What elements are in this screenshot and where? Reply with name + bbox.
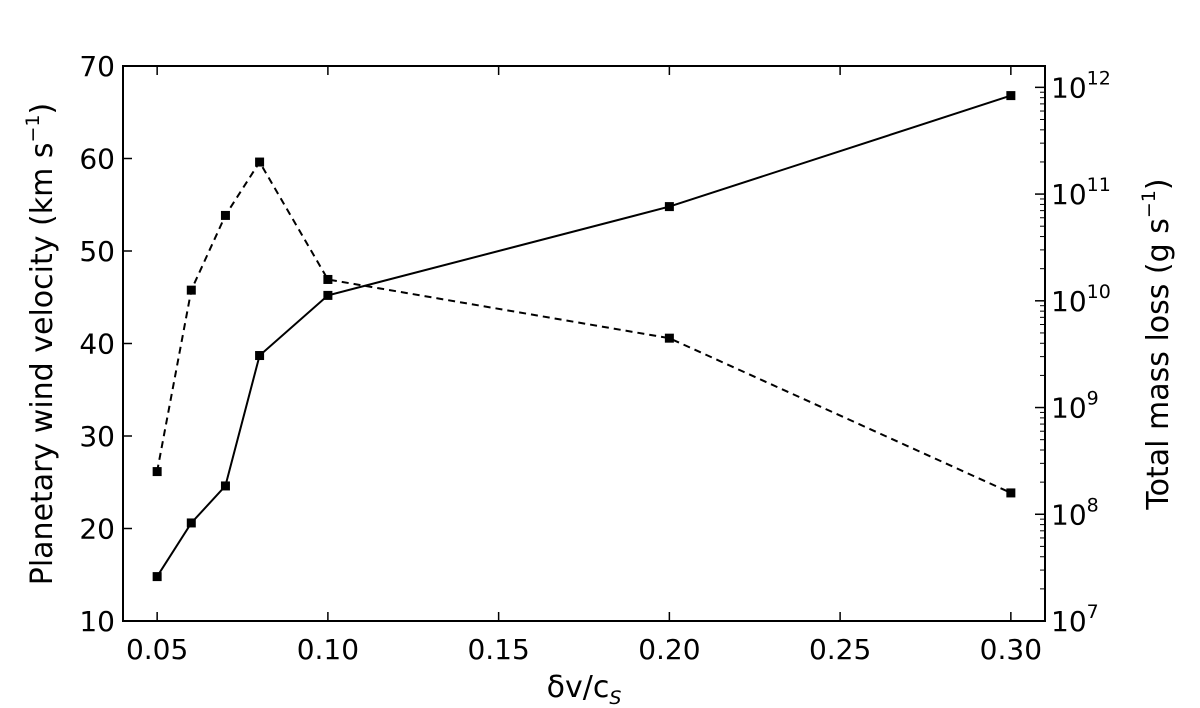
- wind-velocity-point: [323, 290, 333, 300]
- x-tick-label: 0.10: [297, 633, 359, 666]
- wind-velocity-point: [220, 481, 230, 491]
- x-tick-label: 0.30: [980, 633, 1042, 666]
- y2-tick-label: 1010: [1051, 281, 1111, 318]
- series-layer: [152, 91, 1016, 582]
- y2-axis-label: Total mass loss (g s−1): [1138, 178, 1176, 510]
- y-tick-label: 50: [79, 235, 115, 268]
- x-axis-label: δv/cS: [547, 670, 622, 708]
- y-tick-label: 70: [79, 50, 115, 83]
- y-tick-label: 30: [79, 420, 115, 453]
- x-tick-label: 0.25: [809, 633, 871, 666]
- labels-layer: δv/cS Planetary wind velocity (km s−1) T…: [22, 103, 1176, 708]
- mass-loss-point: [255, 157, 265, 167]
- mass-loss-point: [1006, 488, 1016, 498]
- ticks-layer: 0.05 0.10 0.15 0.20 0.25 0.30 10 20 30 40 50 60 70 10…: [79, 50, 1110, 666]
- y2-tick-label: 108: [1051, 494, 1099, 531]
- x-tick-label: 0.15: [467, 633, 529, 666]
- y2-tick-label: 1011: [1051, 174, 1111, 211]
- wind-velocity-series-line: [156, 94, 1012, 578]
- wind-velocity-point: [186, 518, 196, 528]
- y-axis-label: Planetary wind velocity (km s−1): [22, 103, 60, 586]
- wind-velocity-point: [255, 351, 265, 361]
- y2-tick-label: 107: [1051, 601, 1099, 638]
- plot-frame: [122, 65, 1046, 622]
- x-tick-label: 0.05: [126, 633, 188, 666]
- y-tick-label: 20: [79, 513, 115, 546]
- mass-loss-point: [664, 333, 674, 343]
- y2-tick-label: 1012: [1051, 67, 1111, 104]
- mass-loss-series-line: [156, 160, 1012, 494]
- wind-velocity-point: [152, 572, 162, 582]
- mass-loss-point: [220, 210, 230, 220]
- x-tick-label: 0.20: [638, 633, 700, 666]
- wind-velocity-point: [1006, 91, 1016, 101]
- wind-velocity-point: [664, 202, 674, 212]
- y-tick-label: 10: [79, 605, 115, 638]
- y-tick-label: 60: [79, 143, 115, 176]
- mass-loss-point: [152, 467, 162, 477]
- mass-loss-point: [186, 285, 196, 295]
- y2-tick-label: 109: [1051, 388, 1099, 425]
- y-tick-label: 40: [79, 328, 115, 361]
- mass-loss-point: [323, 274, 333, 284]
